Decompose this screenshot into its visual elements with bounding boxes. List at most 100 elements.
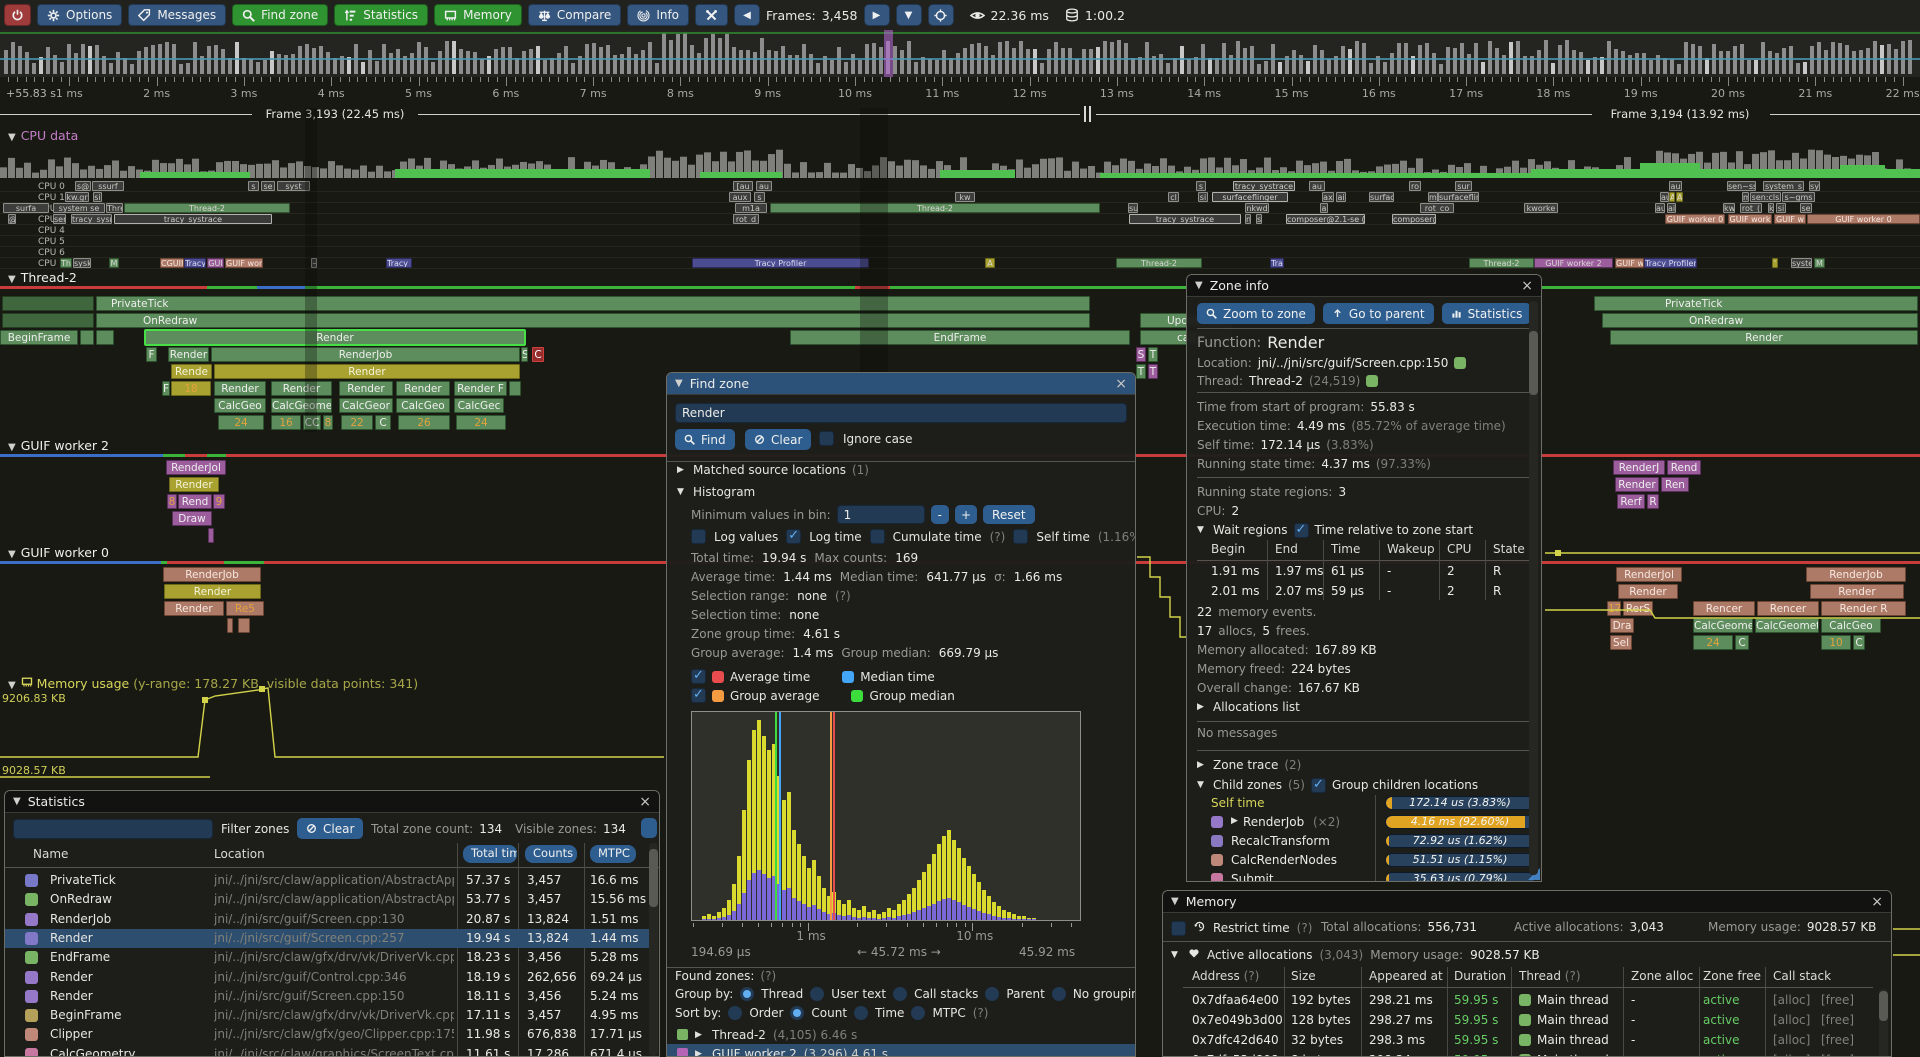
timeline-zone-RenderJol[interactable]: RenderJol [166, 460, 226, 475]
cpu-zone-syste[interactable]: syste [1791, 258, 1812, 268]
cpu-zone-si[interactable]: si [1776, 203, 1786, 213]
timeline-zone-C[interactable]: C [1853, 635, 1865, 650]
group-by-parent[interactable] [985, 987, 1000, 1001]
alloc-free-link[interactable]: [free] [1821, 1033, 1855, 1047]
cpu-zone-@[interactable]: @ [8, 214, 16, 224]
cpu-zone-system se[interactable]: system se [53, 203, 105, 213]
timeline-zone-24[interactable]: 24 [456, 415, 506, 430]
timeline-zone-Render[interactable]: Render [214, 364, 520, 379]
stats-row-render[interactable]: Render jni/../jni/src/guif/Screen.cpp:257… [5, 928, 649, 948]
col-header-counts[interactable]: Counts [525, 845, 577, 863]
allocation-row[interactable]: 0x7dfaa64e00 192 bytes 298.21 ms 59.95 s Mai… [1163, 991, 1879, 1011]
group-by-call-stacks[interactable] [893, 987, 908, 1001]
timeline-zone-CalcGeomet[interactable]: CalcGeomet [1755, 618, 1819, 633]
timeline-zone-22[interactable]: 22 [341, 415, 373, 430]
timeline-zone-anon[interactable] [509, 381, 521, 396]
zone-info-scrollbar[interactable] [1529, 301, 1538, 875]
timeline-zone-CalcGec[interactable]: CalcGec [454, 398, 504, 413]
cpu-zone-si[interactable]: si [1198, 192, 1208, 202]
cpu-zone-Thread-2[interactable]: Thread-2 [770, 203, 1100, 213]
timeline-zone-BeginFrame[interactable]: BeginFrame [0, 330, 78, 345]
timeline-zone-CalcGeo[interactable]: CalcGeo [396, 398, 450, 413]
cpu-zone-au[interactable]: au [756, 181, 772, 191]
stats-row-render[interactable]: Render jni/../jni/src/guif/Control.cpp:34… [5, 968, 649, 987]
find-zone-button[interactable]: Find zone [232, 4, 329, 26]
timeline-zone-T[interactable]: T [1148, 364, 1158, 379]
timeline-zone-CalcGeor[interactable]: CalcGeor [339, 398, 393, 413]
thread-section-header-guif-worker-0[interactable]: ▼ GUIF worker 0 [8, 545, 109, 560]
stats-row-renderjob[interactable]: RenderJob jni/../jni/src/guif/Screen.cpp:… [5, 910, 649, 929]
statistics-titlebar[interactable]: ▼ Statistics × [5, 791, 659, 813]
cpu-zone-GUIF w[interactable]: GUIF w [1774, 214, 1806, 224]
timeline-zone-RenderJob[interactable]: RenderJob [1806, 567, 1906, 582]
zone-trace-row[interactable]: ▶ Zone trace (2) [1197, 758, 1302, 772]
timeline-zone-RenderJ[interactable]: RenderJ [1613, 460, 1665, 475]
timeline-zone-anon[interactable] [227, 618, 233, 633]
cumulate-time-checkbox[interactable] [869, 529, 885, 544]
timeline-zone-18[interactable]: 18 [171, 381, 211, 396]
col-header-total-time[interactable]: Total tim [463, 845, 517, 863]
timeline-zone-26[interactable]: 26 [398, 415, 450, 430]
cpu-zone-syst[interactable]: syst [277, 181, 310, 191]
cpu-zone-Tracy[interactable]: Tracy [184, 258, 206, 268]
timeline-zone-8[interactable]: 8 [167, 494, 177, 509]
timeline-zone-CalcGeo[interactable]: CalcGeo [214, 398, 266, 413]
cpu-zone-s[interactable]: s [248, 181, 259, 191]
close-icon[interactable]: × [1521, 277, 1533, 294]
timeline-zone-S[interactable]: S [521, 347, 528, 362]
cpu-zone-kw[interactable]: kw [1723, 203, 1735, 213]
group-by-user-text[interactable] [810, 987, 825, 1001]
timeline-zone-CalcGeo[interactable]: CalcGeo [1821, 618, 1881, 633]
cpu-zone-m1a[interactable]: m1a [735, 203, 767, 213]
alloc-callstack-link[interactable]: [alloc] [1773, 1033, 1811, 1047]
allocation-row[interactable]: 0x7dfc42d640 32 bytes 298.3 ms 59.95 s Main … [1163, 1031, 1879, 1051]
log-time-checkbox[interactable] [786, 529, 802, 544]
close-icon[interactable]: × [1871, 893, 1883, 910]
mem-col-header-appeared-at[interactable]: Appeared at [1369, 969, 1443, 983]
cpu-zone-s~gms[interactable]: s~gms [1782, 192, 1815, 202]
cpu-zone-nkwd[interactable]: nkwd [1245, 203, 1269, 213]
allocation-row[interactable]: 0x7e049b3d00 128 bytes 298.27 ms 59.95 s Mai… [1163, 1011, 1879, 1031]
cpu-zone-surfac[interactable]: surfac [1369, 192, 1394, 202]
cpu-zone-s[interactable]: s [1256, 214, 1262, 224]
cpu-zone-k[interactable]: k [1768, 203, 1774, 213]
cpu-zone-composer@[interactable]: composer@ [1392, 214, 1436, 224]
col-header-mtpc[interactable]: MTPC [590, 845, 636, 863]
group-children-checkbox[interactable] [1310, 777, 1326, 793]
timeline-zone-Ren[interactable]: Ren [1661, 477, 1689, 492]
timeline-zone-T[interactable]: T [1136, 364, 1146, 379]
zone-info-titlebar[interactable]: ▼ Zone info × [1187, 275, 1541, 297]
mem-col-header-zone-alloc[interactable]: Zone alloc [1631, 969, 1694, 983]
prev-frame-button[interactable]: ◀ [734, 4, 761, 26]
wait-regions-row[interactable]: ▼Wait regionsTime relative to zone start [1197, 520, 1531, 540]
timeline-zone-Render[interactable]: Render [1618, 584, 1678, 599]
alloc-callstack-link[interactable]: [alloc] [1773, 1013, 1811, 1027]
close-icon[interactable]: × [639, 793, 651, 810]
timeline-zone-PrivateTick[interactable]: PrivateTick [96, 296, 1090, 311]
sort-by-order[interactable] [728, 1006, 743, 1020]
timeline-zone-Render[interactable]: Render [396, 381, 450, 396]
timeline-zone-anon[interactable] [2, 313, 94, 328]
col-header-location[interactable]: Location [214, 847, 265, 861]
alloc-callstack-link[interactable]: [alloc] [1773, 1053, 1817, 1056]
timeline-zone-RenderJol[interactable]: RenderJol [1616, 567, 1682, 582]
timeline-zone-anon[interactable] [80, 330, 94, 345]
cpu-zone-A[interactable]: A [1669, 192, 1675, 202]
cpu-zone-Th[interactable]: Th [60, 258, 72, 268]
collapse-icon[interactable]: ▼ [1195, 280, 1203, 291]
timeline-zone-CC[interactable]: CC [303, 415, 321, 430]
stats-row-onredraw[interactable]: OnRedraw jni/../jni/src/claw/application/… [5, 890, 649, 909]
cpu-zone-rot_d[interactable]: rot_d [733, 214, 759, 224]
timeline-zone-CalcGeome[interactable]: CalcGeome [1693, 618, 1753, 633]
cpu-zone-sen:cls[interactable]: sen:cls [1750, 192, 1781, 202]
time-relative-checkbox[interactable] [1293, 522, 1309, 538]
cpu-zone-au[interactable]: au [1655, 203, 1665, 213]
found-zone-group-thread-2[interactable]: ▶ Thread-2 (4,105) 6.46 s [667, 1025, 1135, 1044]
restrict-time-checkbox[interactable] [1171, 920, 1186, 936]
thread-section-header-thread-2[interactable]: ▼ Thread-2 [8, 270, 77, 285]
cpu-zone-Thread-2[interactable]: Thread-2 [124, 203, 290, 213]
timeline-zone-10[interactable]: 10 [1821, 635, 1851, 650]
alloc-free-link[interactable]: [free] [1821, 1013, 1855, 1027]
legend-checkbox[interactable] [691, 669, 706, 684]
cpu-zone-sur[interactable]: sur [1455, 181, 1472, 191]
